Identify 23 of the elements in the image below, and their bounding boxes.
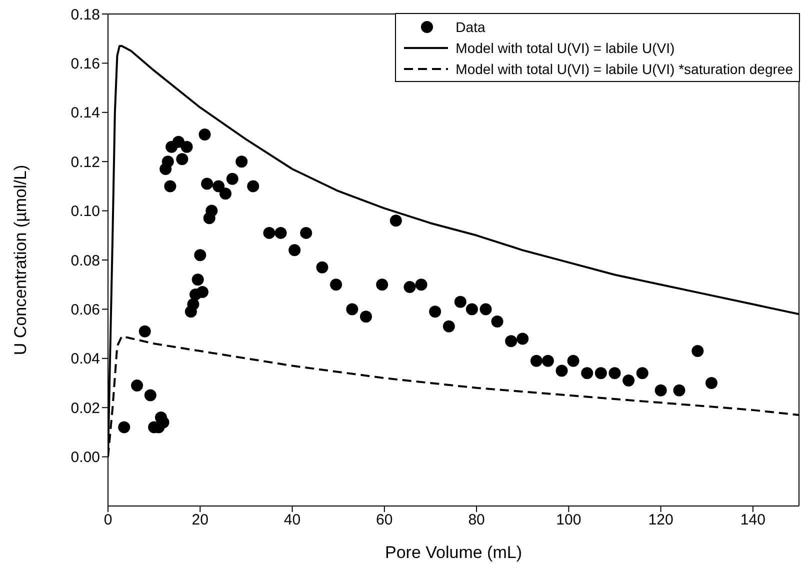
- legend-label: Model with total U(VI) = labile U(VI) *saturation degree: [456, 60, 793, 76]
- x-tick-label: 40: [284, 512, 301, 529]
- y-tick-label: 0.00: [70, 449, 100, 466]
- x-tick-label: 20: [192, 512, 208, 529]
- x-tick-label: 140: [740, 512, 766, 529]
- y-axis-title: U Concentration (µmol/L): [11, 164, 30, 356]
- x-tick-label: 80: [468, 512, 485, 529]
- x-tick-label: 120: [648, 512, 674, 529]
- x-tick-label: 100: [556, 512, 582, 529]
- x-tick-label: 0: [104, 512, 112, 529]
- y-tick-label: 0.02: [70, 400, 100, 417]
- y-tick-label: 0.12: [70, 154, 100, 171]
- y-tick-label: 0.16: [70, 56, 100, 73]
- x-tick-label: 60: [376, 512, 393, 529]
- y-tick-label: 0.08: [70, 252, 100, 270]
- y-tick-label: 0.14: [70, 104, 100, 122]
- y-tick-label: 0.10: [70, 203, 100, 220]
- legend-label: Data: [456, 18, 486, 34]
- y-tick-label: 0.06: [70, 302, 100, 319]
- y-tick-label: 0.18: [70, 6, 100, 24]
- y-tick-label: 0.04: [70, 350, 100, 368]
- legend-label: Model with total U(VI) = labile U(VI): [456, 40, 675, 56]
- x-axis-title: Pore Volume (mL): [385, 543, 522, 562]
